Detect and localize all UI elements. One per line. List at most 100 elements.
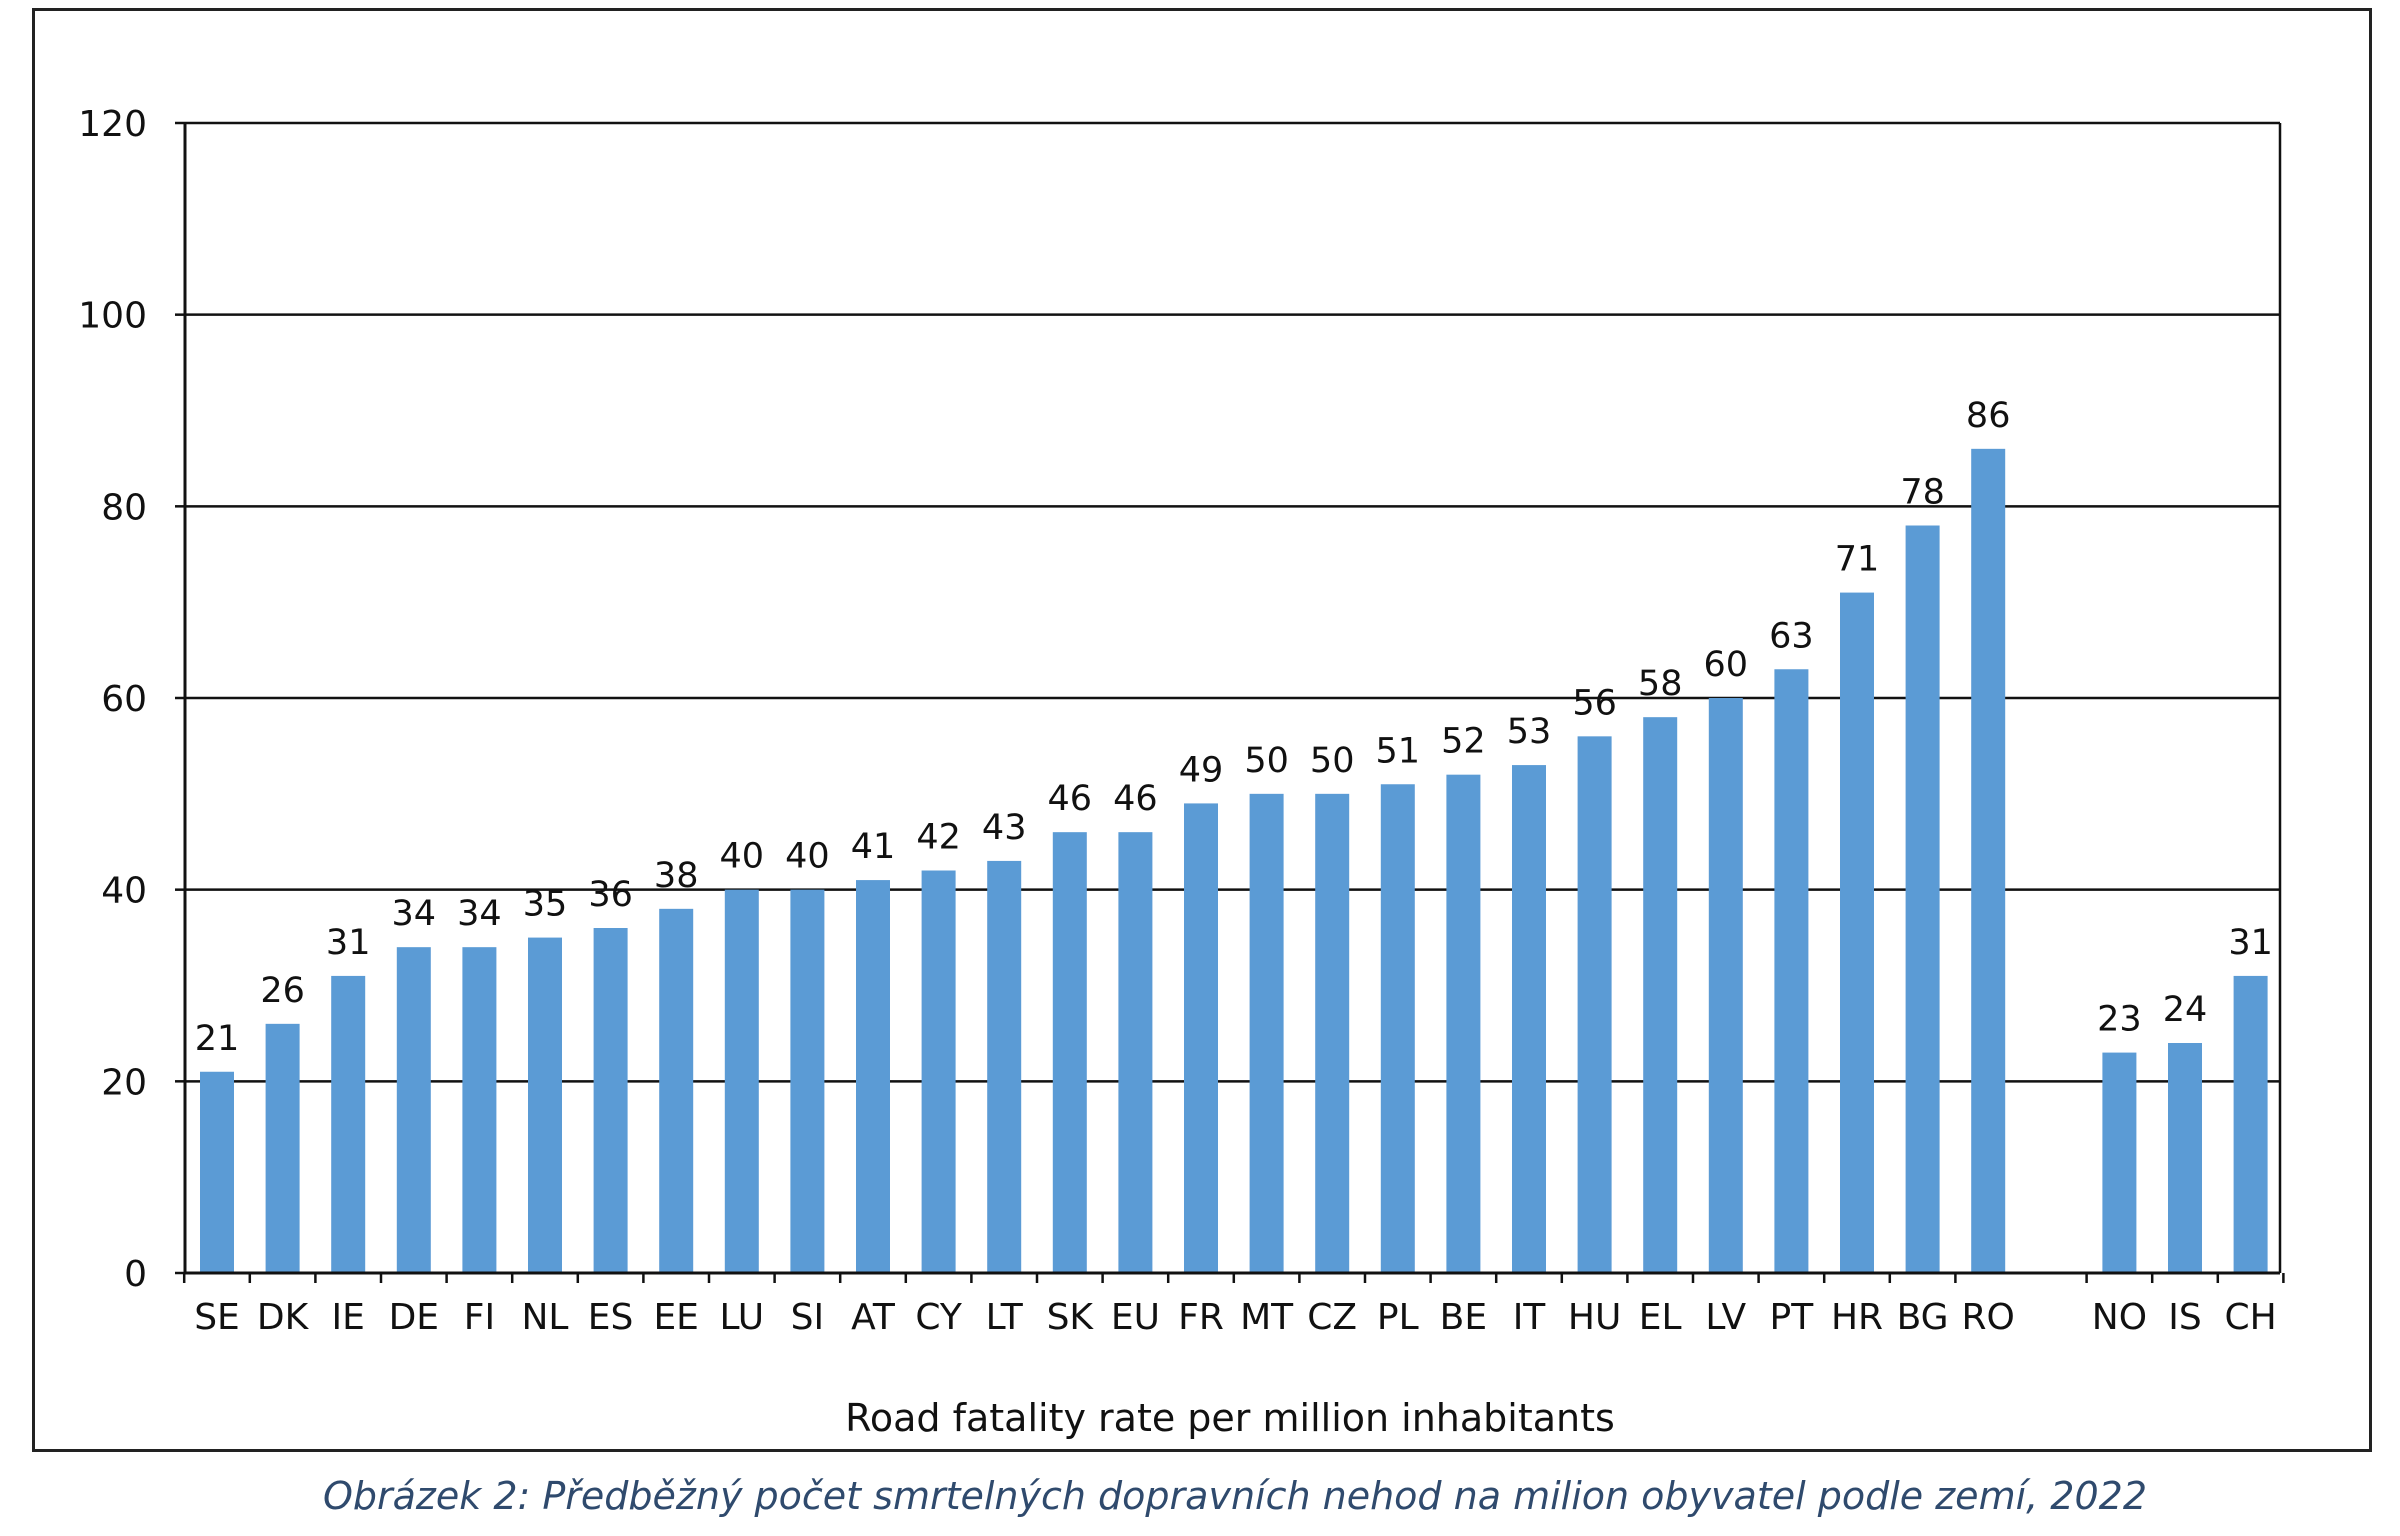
- x-tick-label-de: DE: [389, 1297, 439, 1338]
- x-tick-label-lu: LU: [719, 1297, 764, 1338]
- y-tick-label-0: 0: [124, 1254, 147, 1295]
- data-label-eu: 46: [1113, 779, 1158, 819]
- data-label-ee: 38: [654, 856, 699, 896]
- x-tick-label-it: IT: [1513, 1297, 1547, 1338]
- x-tick-label-ie: IE: [332, 1297, 365, 1338]
- x-tick-label-es: ES: [588, 1297, 634, 1338]
- data-label-hu: 56: [1572, 683, 1617, 723]
- x-tick-label-lv: LV: [1705, 1297, 1746, 1338]
- x-tick-label-hu: HU: [1568, 1297, 1621, 1338]
- data-label-lv: 60: [1704, 645, 1749, 685]
- y-tick-label-20: 20: [101, 1062, 147, 1103]
- x-axis-ticks: SE DK IE DE FI NL ES EE LU SI AT CY LT SK EU FR MT CZ PL BE…: [182, 1273, 2285, 1338]
- data-label-pl: 51: [1376, 731, 1421, 771]
- bar-si: [790, 889, 825, 1273]
- y-tick-label-40: 40: [101, 871, 147, 912]
- data-label-pt: 63: [1769, 616, 1814, 656]
- data-label-mt: 50: [1244, 741, 1289, 781]
- data-label-fi: 34: [457, 894, 502, 934]
- x-tick-label-hr: HR: [1831, 1297, 1883, 1338]
- data-label-at: 41: [851, 827, 896, 867]
- bar-sk: [1052, 832, 1087, 1273]
- y-tick-label-120: 120: [78, 104, 147, 145]
- x-tick-label-ro: RO: [1962, 1297, 2015, 1338]
- bar-pt: [1774, 669, 1809, 1273]
- data-label-no: 23: [2097, 1000, 2142, 1040]
- bar-dk: [265, 1023, 300, 1273]
- x-tick-label-cy: CY: [915, 1297, 963, 1338]
- gridlines: [185, 121, 2280, 1083]
- x-tick-label-eu: EU: [1111, 1297, 1160, 1338]
- x-tick-label-is: IS: [2168, 1297, 2201, 1338]
- y-tick-label-60: 60: [101, 679, 147, 720]
- bar-hu: [1577, 736, 1612, 1273]
- x-tick-label-mt: MT: [1240, 1297, 1294, 1338]
- x-tick-label-si: SI: [791, 1297, 824, 1338]
- x-tick-label-ee: EE: [653, 1297, 699, 1338]
- bar-it: [1512, 765, 1546, 1273]
- data-label-hr: 71: [1835, 540, 1880, 580]
- bar-chart: 0 20 40 60 80 100 120 21 26 31 34 34 35 36 38 40 40 41 42…: [78, 104, 2285, 1440]
- data-label-lu: 40: [720, 837, 765, 877]
- bar-de: [396, 947, 431, 1273]
- bar-bg: [1905, 525, 1940, 1273]
- data-label-si: 40: [785, 837, 830, 877]
- bar-lv: [1708, 698, 1743, 1273]
- bar-hr: [1840, 592, 1874, 1273]
- x-tick-label-pl: PL: [1377, 1297, 1419, 1338]
- bar-fr: [1184, 803, 1218, 1273]
- data-labels: 21 26 31 34 34 35 36 38 40 40 41 42 43 46 46 49 50 50 51 52…: [195, 396, 2273, 1059]
- data-label-ch: 31: [2228, 923, 2273, 963]
- bar-ro: [1971, 448, 2006, 1273]
- bar-ch: [2233, 975, 2268, 1273]
- x-tick-label-lt: LT: [986, 1297, 1024, 1338]
- data-label-sk: 46: [1048, 779, 1093, 819]
- y-tick-label-80: 80: [101, 487, 147, 528]
- y-tick-label-100: 100: [78, 296, 147, 337]
- bar-is: [2168, 1043, 2202, 1273]
- x-tick-label-fi: FI: [464, 1297, 495, 1338]
- bar-lu: [724, 889, 759, 1273]
- data-label-ie: 31: [326, 923, 371, 963]
- y-axis-ticks: 0 20 40 60 80 100 120: [78, 104, 185, 1295]
- x-tick-label-nl: NL: [522, 1297, 569, 1338]
- bar-el: [1643, 717, 1678, 1273]
- x-tick-label-el: EL: [1639, 1297, 1682, 1338]
- data-label-it: 53: [1507, 712, 1552, 752]
- x-tick-label-bg: BG: [1897, 1297, 1949, 1338]
- bar-cz: [1315, 793, 1350, 1273]
- x-tick-label-fr: FR: [1178, 1297, 1224, 1338]
- data-label-es: 36: [588, 875, 633, 915]
- x-tick-label-cz: CZ: [1307, 1297, 1357, 1338]
- data-label-se: 21: [195, 1019, 240, 1059]
- bar-be: [1446, 774, 1481, 1273]
- bar-nl: [528, 937, 562, 1273]
- x-tick-label-at: AT: [851, 1297, 896, 1338]
- data-label-fr: 49: [1179, 750, 1224, 790]
- x-tick-label-dk: DK: [257, 1297, 310, 1338]
- data-label-nl: 35: [523, 885, 568, 925]
- data-label-ro: 86: [1966, 396, 2011, 436]
- x-tick-label-se: SE: [194, 1297, 240, 1338]
- bar-ee: [659, 908, 694, 1273]
- bar-fi: [462, 947, 497, 1273]
- bar-mt: [1249, 793, 1284, 1273]
- data-label-be: 52: [1441, 722, 1486, 762]
- data-label-cz: 50: [1310, 741, 1355, 781]
- bar-no: [2102, 1052, 2137, 1273]
- bar-lt: [987, 860, 1022, 1273]
- data-label-de: 34: [392, 894, 437, 934]
- bar-ie: [331, 975, 366, 1273]
- chart-frame: 0 20 40 60 80 100 120 21 26 31 34 34 35 36 38 40 40 41 42…: [32, 8, 2372, 1452]
- data-label-is: 24: [2163, 990, 2208, 1030]
- x-axis-title: Road fatality rate per million inhabitan…: [845, 1396, 1615, 1440]
- data-label-dk: 26: [260, 971, 305, 1011]
- data-label-cy: 42: [916, 818, 961, 858]
- data-label-lt: 43: [982, 808, 1027, 848]
- bar-at: [856, 880, 890, 1273]
- bar-se: [200, 1071, 234, 1273]
- data-label-el: 58: [1638, 664, 1683, 704]
- bar-pl: [1380, 784, 1415, 1273]
- bar-es: [593, 928, 628, 1273]
- axes: [183, 123, 2282, 1275]
